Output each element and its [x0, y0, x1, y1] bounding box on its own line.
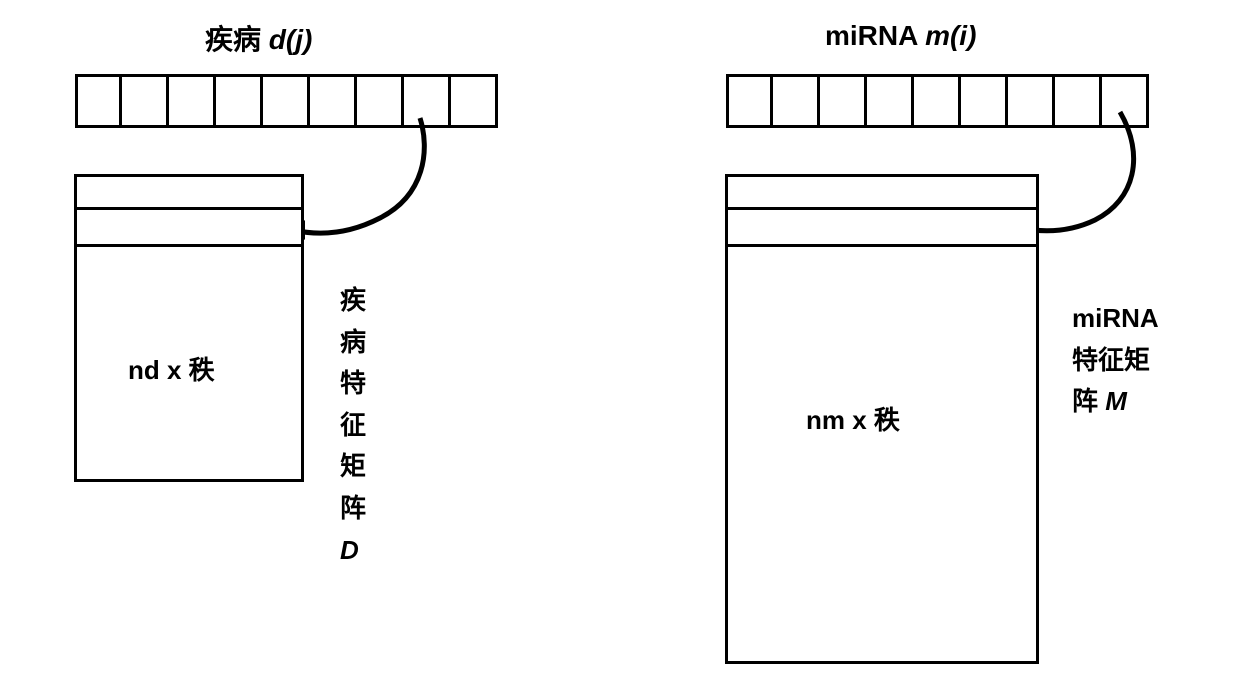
vector-cell — [75, 74, 122, 128]
right-title-var: m(i) — [925, 20, 976, 51]
matrix-row-divider — [728, 207, 1036, 210]
left-matrix — [74, 174, 304, 482]
left-side-label-line1: 疾病特征 — [340, 280, 366, 446]
vector-cell — [122, 74, 169, 128]
vector-cell — [867, 74, 914, 128]
right-matrix-label: nm x 秩 — [806, 400, 900, 437]
right-title: miRNA m(i) — [825, 20, 976, 52]
left-title-var: d(j) — [269, 24, 313, 55]
left-side-label: 疾病特征 矩阵 D — [340, 280, 366, 571]
left-title: 疾病 d(j) — [205, 18, 312, 58]
left-side-label-line2: 矩阵 D — [340, 446, 366, 571]
right-title-prefix: miRNA — [825, 20, 925, 51]
matrix-row-divider — [77, 207, 301, 210]
vector-cell — [773, 74, 820, 128]
left-title-prefix: 疾病 — [205, 24, 269, 55]
arrow-path — [293, 118, 424, 233]
right-side-label-line2: 特征矩阵 M — [1072, 340, 1159, 423]
left-arrow-icon — [275, 100, 475, 250]
right-side-label-line1: miRNA — [1072, 298, 1159, 340]
left-matrix-label: nd x 秩 — [128, 350, 215, 387]
vector-cell — [726, 74, 773, 128]
matrix-row-divider — [77, 244, 301, 247]
vector-cell — [169, 74, 216, 128]
vector-cell — [914, 74, 961, 128]
matrix-row-divider — [728, 244, 1036, 247]
vector-cell — [820, 74, 867, 128]
right-side-label: miRNA 特征矩阵 M — [1072, 298, 1159, 423]
vector-cell — [216, 74, 263, 128]
